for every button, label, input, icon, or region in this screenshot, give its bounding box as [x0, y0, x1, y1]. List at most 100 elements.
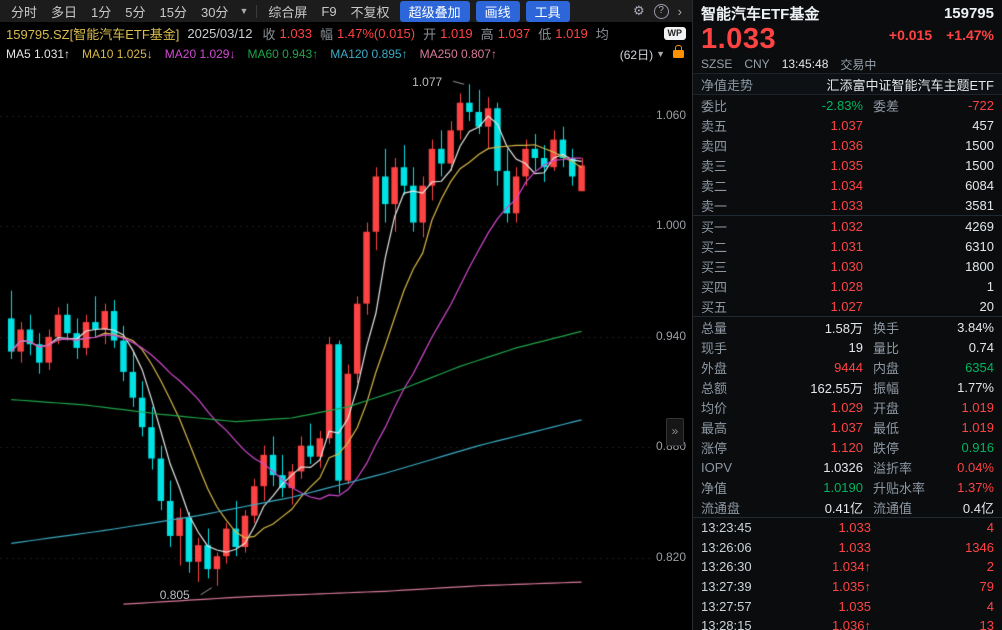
ask-row[interactable]: 卖四 1.036 1500 — [693, 135, 1002, 155]
ohlc-field-value: 1.037 — [497, 25, 531, 41]
range-selector[interactable]: (62日) ▼ — [620, 46, 665, 63]
bid-row[interactable]: 买一 1.032 4269 — [693, 216, 1002, 236]
bid-row-price: 1.030 — [830, 258, 863, 274]
stat-value: 162.55万 — [810, 380, 863, 396]
ohlc-field-value: 1.47%(0.015) — [337, 25, 416, 41]
weibi-label: 委比 — [701, 98, 728, 114]
dropdown-caret-icon[interactable]: ▼ — [239, 6, 249, 16]
ma-legend-label[interactable]: MA60 0.943↑ — [247, 47, 319, 61]
help-icon[interactable]: ? — [653, 3, 669, 19]
toolbar-period-tab[interactable]: 多日 — [51, 4, 78, 20]
toolbar-period-tab[interactable]: 分时 — [11, 4, 38, 20]
stats-row: 流通盘 0.41亿 流通值 0.4亿 — [693, 497, 1002, 517]
chart-area: 分时 多日 1分 5分 15分 30分 ▼ 综合屏 F9 不复权 超级叠加 画线 工具 ⚙ ? › … — [0, 0, 692, 630]
weibi-value: -2.83% — [821, 97, 863, 113]
date-label: 2025/03/12 — [187, 25, 253, 41]
ma-legend-bar: MA5 1.031↑ MA10 1.025↓ MA20 1.029↓ MA60 0.9… — [0, 44, 692, 64]
tick-volume: 2 — [986, 559, 994, 575]
ask-row[interactable]: 卖五 1.037 457 — [693, 115, 1002, 135]
stat-label: 流通盘 — [701, 500, 741, 516]
range-label: (62日) — [619, 47, 654, 62]
weibi-row: 委比 -2.83% 委差 -722 — [693, 95, 1002, 115]
ask-row-label: 卖五 — [701, 118, 728, 134]
tick-price: 1.036↑ — [831, 618, 871, 630]
ma-legend-label[interactable]: MA250 0.807↑ — [419, 47, 497, 61]
stat-value: 0.04% — [957, 459, 994, 475]
tick-volume: 4 — [986, 520, 994, 536]
stat-label: 跌停 — [873, 440, 900, 456]
tick-time: 13:27:39 — [701, 579, 752, 595]
bid-row[interactable]: 买三 1.030 1800 — [693, 256, 1002, 276]
bid-row[interactable]: 买五 1.027 20 — [693, 296, 1002, 316]
tick-row: 13:26:30 1.034↑ 2 — [693, 557, 1002, 577]
stat-value: 1.0190 — [823, 479, 863, 495]
stat-label: 总额 — [701, 380, 728, 396]
toolbar-period-tab[interactable]: 1分 — [91, 4, 112, 20]
ask-row[interactable]: 卖一 1.033 3581 — [693, 195, 1002, 215]
ask-row-volume: 3581 — [965, 197, 994, 213]
lock-icon[interactable] — [673, 45, 684, 58]
ohlc-field-label: 高 — [480, 26, 494, 42]
highlighted-tool-buttons: 超级叠加 画线 工具 — [397, 0, 573, 22]
panel-header: 智能汽车ETF基金 159795 — [693, 0, 1002, 23]
panel-collapse-handle[interactable]: » — [666, 418, 684, 446]
fund-name: 智能汽车ETF基金 — [701, 5, 820, 23]
bid-row-volume: 6310 — [965, 238, 994, 254]
toolbar-tool-button-highlighted[interactable]: 超级叠加 — [399, 0, 470, 22]
ohlc-field-label: 收 — [262, 26, 276, 42]
ask-levels: 卖五 1.037 457 卖四 1.036 1500 卖三 1.035 1500 卖二 1.034 6… — [693, 115, 1002, 216]
ohlc-field-label: 均 — [595, 26, 609, 42]
fund-code: 159795 — [943, 4, 994, 22]
candlestick-chart-canvas[interactable] — [0, 64, 692, 630]
tick-price: 1.035↑ — [831, 579, 871, 595]
toolbar-icons: ⚙ ? › — [633, 3, 688, 19]
ask-row[interactable]: 卖二 1.034 6084 — [693, 175, 1002, 195]
ask-row-volume: 6084 — [965, 177, 994, 193]
toolbar-tool-button-highlighted[interactable]: 工具 — [525, 0, 570, 22]
ma-legend-label[interactable]: MA120 0.895↑ — [330, 47, 408, 61]
ask-row-label: 卖四 — [701, 138, 728, 154]
weicha-label: 委差 — [873, 98, 900, 114]
fund-full-name: 汇添富中证智能汽车主题ETF — [826, 77, 994, 93]
wp-badge[interactable]: WP — [663, 26, 686, 40]
toolbar-period-tab[interactable]: 30分 — [200, 4, 229, 20]
symbol-label[interactable]: 159795.SZ[智能汽车ETF基金] — [6, 26, 180, 42]
stats-row: 净值 1.0190 升贴水率 1.37% — [693, 477, 1002, 497]
price-row: 1.033 +0.015 +1.47% — [693, 23, 1002, 55]
stat-value: 1.58万 — [824, 320, 863, 336]
low-price-annotation: 0.805 — [159, 587, 190, 602]
quote-time: 13:45:48 — [781, 57, 829, 71]
bid-row-label: 买一 — [701, 219, 728, 235]
toolbar-period-tab[interactable]: 15分 — [159, 4, 187, 20]
stats-grid: 总量 1.58万 换手 3.84% 现手 19 量比 0.74 外盘 9444 内盘 6354 总额 16… — [693, 317, 1002, 518]
bid-row-volume: 20 — [979, 298, 994, 314]
settings-gear-icon[interactable]: ⚙ — [633, 3, 645, 18]
chevron-right-icon[interactable]: › — [677, 3, 682, 19]
stat-label: 流通值 — [873, 500, 913, 516]
y-axis-label: 1.000 — [656, 218, 687, 233]
stat-label: 量比 — [873, 340, 900, 356]
ohlc-field-label: 低 — [538, 26, 552, 42]
ma-legend-label[interactable]: MA10 1.025↓ — [82, 47, 153, 61]
bid-row[interactable]: 买四 1.028 1 — [693, 276, 1002, 296]
ask-row[interactable]: 卖三 1.035 1500 — [693, 155, 1002, 175]
nav-trend-link[interactable]: 净值走势 — [701, 77, 754, 93]
toolbar-tool-button[interactable]: F9 — [321, 3, 337, 19]
ask-row-price: 1.035 — [830, 157, 863, 173]
tick-price: 1.034↑ — [831, 559, 871, 575]
ma-legend-label[interactable]: MA5 1.031↑ — [6, 47, 71, 61]
toolbar-tool-button[interactable]: 综合屏 — [268, 4, 308, 20]
y-axis-label: 0.940 — [656, 328, 687, 343]
ohlc-field-value: 1.019 — [440, 25, 473, 41]
ma-legend-label[interactable]: MA20 1.029↓ — [164, 47, 236, 61]
last-price: 1.033 — [701, 22, 777, 55]
y-axis-label: 1.060 — [656, 107, 687, 122]
stats-row: 外盘 9444 内盘 6354 — [693, 357, 1002, 377]
toolbar-tool-button[interactable]: 不复权 — [350, 4, 390, 20]
exchange-row: SZSE CNY 13:45:48 交易中 — [693, 55, 1002, 74]
toolbar-tool-button-highlighted[interactable]: 画线 — [475, 0, 520, 22]
bid-row-label: 买二 — [701, 239, 728, 255]
stat-label: 总量 — [701, 320, 728, 336]
toolbar-period-tab[interactable]: 5分 — [125, 4, 146, 20]
bid-row[interactable]: 买二 1.031 6310 — [693, 236, 1002, 256]
